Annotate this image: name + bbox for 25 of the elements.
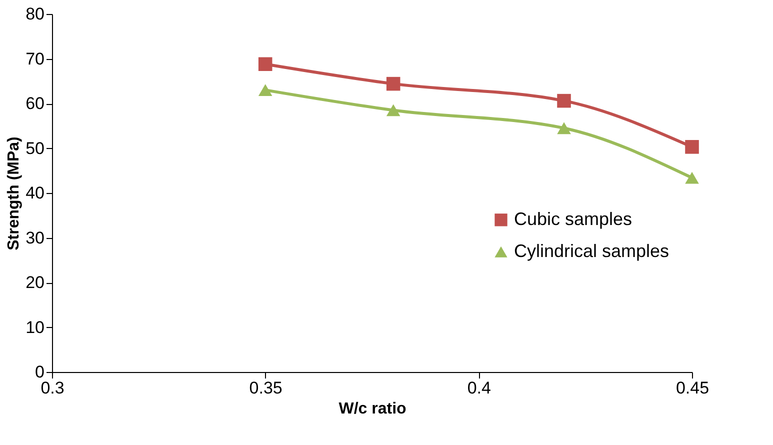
x-tick-label: 0.3 <box>40 378 64 398</box>
y-tick-label: 60 <box>26 94 44 113</box>
y-tick-label: 80 <box>26 4 44 24</box>
y-tick-label: 70 <box>26 49 44 68</box>
point <box>685 140 699 154</box>
x-tick-label: 0.35 <box>249 378 282 398</box>
legend-label: Cubic samples <box>514 208 632 229</box>
point <box>685 172 699 184</box>
point <box>258 57 272 72</box>
y-tick-label: 50 <box>26 138 44 158</box>
y-tick-label: 20 <box>26 273 44 292</box>
y-tick-label: 0 <box>35 362 44 382</box>
y-tick-label: 30 <box>26 228 44 248</box>
x-tick-label: 0.45 <box>676 378 710 398</box>
y-tick-label: 40 <box>26 184 44 202</box>
point <box>386 104 400 116</box>
point <box>557 94 571 108</box>
legend-label: Cylindrical samples <box>514 240 670 261</box>
y-axis-title: Strength (MPa) <box>6 136 23 250</box>
x-axis-title: W/c ratio <box>338 400 407 418</box>
x-tick-label: 0.4 <box>467 378 491 398</box>
y-tick-label: 10 <box>26 318 44 337</box>
point <box>557 122 571 134</box>
point <box>258 84 272 96</box>
point <box>386 76 400 91</box>
